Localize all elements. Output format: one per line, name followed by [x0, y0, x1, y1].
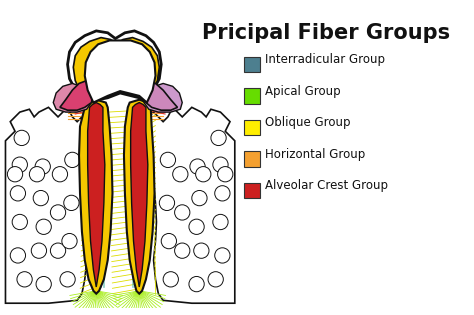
- Circle shape: [64, 195, 79, 210]
- Polygon shape: [79, 100, 112, 294]
- Circle shape: [215, 186, 230, 201]
- Circle shape: [36, 277, 51, 292]
- Circle shape: [10, 186, 26, 201]
- Polygon shape: [131, 103, 148, 287]
- Text: Horizontal Group: Horizontal Group: [265, 148, 365, 161]
- Circle shape: [33, 191, 48, 206]
- Circle shape: [196, 167, 211, 182]
- Circle shape: [213, 214, 228, 230]
- Text: Pricipal Fiber Groups: Pricipal Fiber Groups: [201, 23, 450, 43]
- Polygon shape: [88, 103, 105, 287]
- Circle shape: [36, 219, 51, 234]
- Circle shape: [160, 152, 175, 168]
- Circle shape: [8, 167, 23, 182]
- Circle shape: [161, 233, 176, 249]
- Circle shape: [194, 243, 209, 258]
- Circle shape: [12, 157, 27, 172]
- Circle shape: [14, 130, 29, 146]
- Circle shape: [174, 243, 190, 258]
- Circle shape: [159, 195, 174, 210]
- Bar: [245, 151, 260, 167]
- Circle shape: [62, 233, 77, 249]
- Bar: [245, 57, 260, 72]
- Polygon shape: [53, 83, 91, 112]
- Circle shape: [189, 219, 204, 234]
- Circle shape: [50, 243, 66, 258]
- Circle shape: [12, 214, 27, 230]
- Circle shape: [60, 272, 75, 287]
- Text: Apical Group: Apical Group: [265, 85, 341, 98]
- Bar: [245, 183, 260, 198]
- Bar: [245, 88, 260, 104]
- Circle shape: [192, 191, 207, 206]
- Circle shape: [29, 167, 45, 182]
- Circle shape: [163, 272, 178, 287]
- Polygon shape: [68, 31, 161, 103]
- Circle shape: [173, 167, 188, 182]
- Circle shape: [208, 272, 223, 287]
- Circle shape: [52, 167, 68, 182]
- Text: Interradicular Group: Interradicular Group: [265, 53, 385, 66]
- Circle shape: [218, 167, 233, 182]
- Circle shape: [10, 248, 26, 263]
- Text: Oblique Group: Oblique Group: [265, 116, 351, 129]
- Polygon shape: [88, 47, 152, 103]
- Polygon shape: [146, 107, 235, 303]
- Circle shape: [211, 130, 226, 146]
- Circle shape: [215, 248, 230, 263]
- Circle shape: [31, 243, 46, 258]
- Text: Alveolar Crest Group: Alveolar Crest Group: [265, 179, 388, 192]
- Circle shape: [50, 205, 66, 220]
- Circle shape: [174, 205, 190, 220]
- Polygon shape: [144, 83, 182, 112]
- Circle shape: [35, 159, 50, 174]
- Polygon shape: [124, 100, 155, 294]
- Circle shape: [189, 277, 204, 292]
- Bar: [245, 120, 260, 135]
- Polygon shape: [73, 37, 159, 103]
- Circle shape: [190, 159, 205, 174]
- Polygon shape: [85, 40, 155, 103]
- Circle shape: [213, 157, 228, 172]
- Circle shape: [65, 152, 80, 168]
- Circle shape: [17, 272, 32, 287]
- Polygon shape: [143, 81, 177, 110]
- Polygon shape: [6, 107, 94, 303]
- Polygon shape: [60, 81, 93, 110]
